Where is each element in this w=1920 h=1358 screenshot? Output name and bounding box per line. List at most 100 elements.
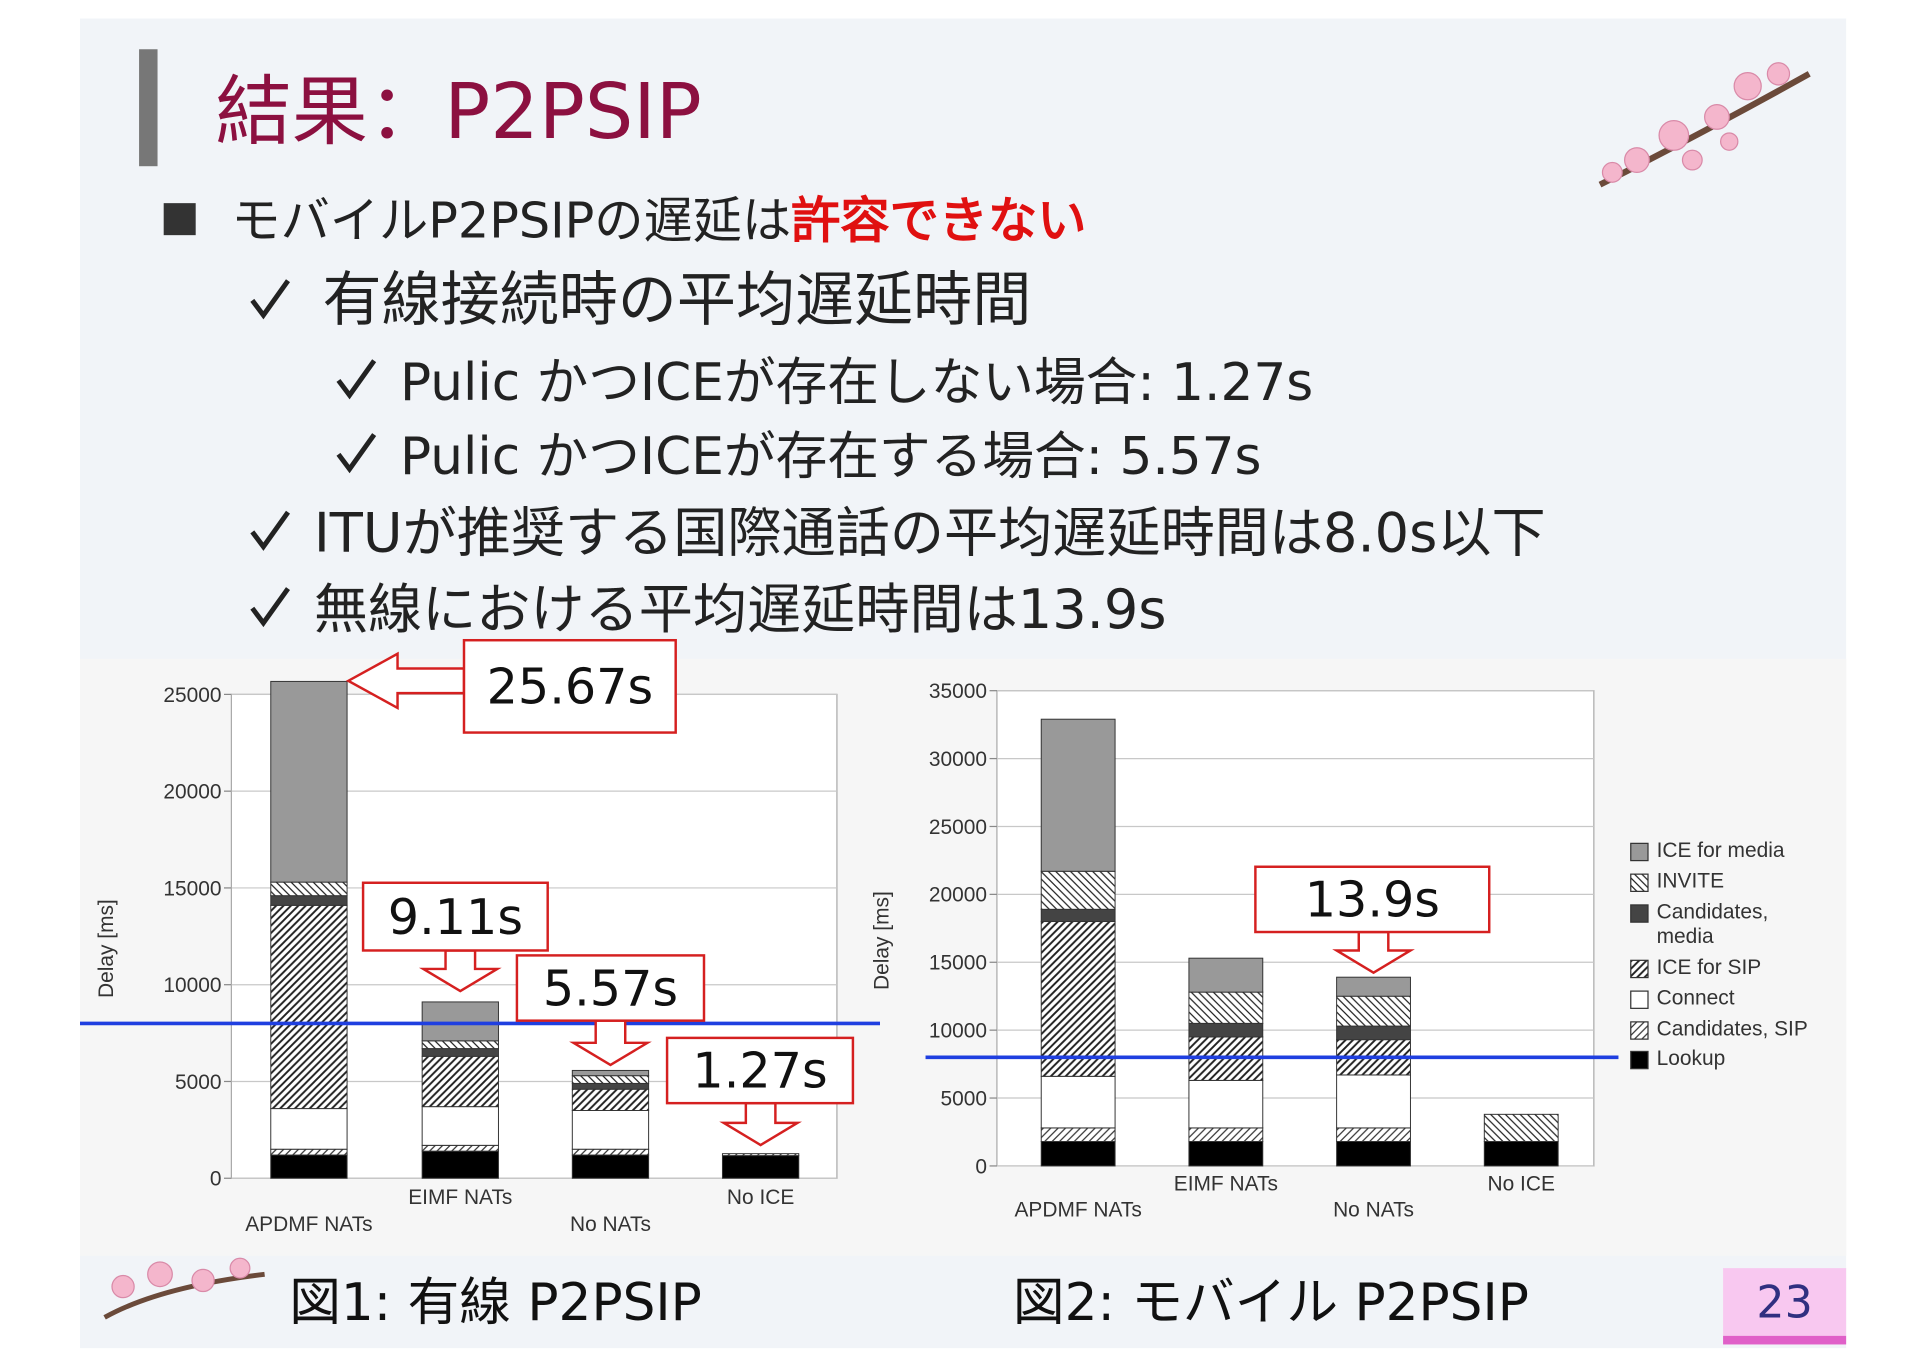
bar-segment: [721, 1153, 800, 1157]
bar-segment: [571, 1088, 650, 1111]
bar-segment: [1040, 1141, 1116, 1167]
bar-segment: [270, 680, 348, 883]
legend-swatch: [1630, 1021, 1649, 1040]
y-axis-label: Delay [ms]: [871, 891, 894, 990]
bar-segment: [1336, 976, 1411, 997]
callout-text: 5.57s: [543, 959, 678, 1017]
y-tick-label: 25000: [929, 816, 987, 839]
bar-segment: [1188, 1141, 1264, 1167]
bar-segment: [1040, 718, 1116, 872]
legend-swatch: [1630, 1050, 1649, 1070]
bar-segment: [1483, 1141, 1559, 1167]
bullet-square: [163, 203, 196, 236]
y-tick-label: 10000: [929, 1020, 987, 1043]
bullet-item: ITUが推奨する国際通話の平均遅延時間は8.0s以下: [314, 502, 1546, 565]
legend-label: Lookup: [1656, 1046, 1726, 1070]
bar-segment: [1188, 1022, 1264, 1038]
callout-box: [462, 638, 677, 734]
bar-segment: [1040, 921, 1116, 1077]
bar-segment: [1483, 1113, 1559, 1142]
callout-arrow: [569, 1019, 652, 1067]
callout-arrow: [719, 1101, 802, 1147]
legend-swatch: [1630, 873, 1649, 892]
callout-box: [361, 881, 549, 952]
bar-segment: [421, 1144, 499, 1152]
legend-entry: INVITE: [1656, 869, 1725, 893]
bar-segment: [270, 1154, 348, 1179]
callout-box: [1254, 865, 1491, 934]
bar-segment: [571, 1082, 650, 1090]
legend-swatch: [1630, 990, 1649, 1009]
chart: 0 5000 10000 15000 20000 25000 30000 35000 Delay…: [871, 680, 1808, 1221]
bar-segment: [1040, 908, 1116, 923]
legend-label: Candidates, SIP: [1656, 1016, 1808, 1041]
bullet-plain: モバイルP2PSIPの遅延は: [231, 192, 791, 250]
bullet-item: 無線における平均遅延時間は13.9s: [314, 578, 1167, 641]
bar-segment: [1336, 995, 1411, 1027]
bullet-items: 有線接続時の平均遅延時間 Pulic かつICEが存在しない場合: 1.27s Pu…: [250, 265, 1546, 641]
bar-segment: [270, 895, 348, 906]
bar-segment: [421, 1048, 499, 1057]
y-tick-label: 0: [210, 1168, 222, 1191]
bar-segment: [571, 1154, 650, 1179]
blossom-decoration: [103, 62, 1811, 1320]
legend-label: ICE for SIP: [1656, 955, 1762, 979]
legend-label: Connect: [1656, 986, 1735, 1010]
x-tick-label: APDMF NATs: [245, 1213, 372, 1236]
bar-segment: [1336, 1127, 1411, 1142]
figure-caption: 図2: モバイル P2PSIP: [1013, 1273, 1529, 1333]
y-tick-label: 25000: [163, 684, 221, 707]
bar-segment: [1336, 1025, 1411, 1041]
bar-segment: [571, 1069, 650, 1077]
y-tick-label: 10000: [163, 974, 221, 997]
y-tick-label: 30000: [929, 748, 987, 771]
x-tick-label: EIMF NATs: [408, 1186, 512, 1209]
y-axis-label: Delay [ms]: [95, 899, 118, 998]
page-number-box: [1723, 1268, 1847, 1336]
legend-swatch: [1630, 959, 1649, 979]
bullet-item: Pulic かつICEが存在しない場合: 1.27s: [400, 353, 1313, 413]
bar-segment: [270, 904, 348, 1110]
page-number: 23: [1756, 1277, 1812, 1328]
legend-entry: Lookup: [1656, 1046, 1726, 1070]
bar-segment: [571, 1110, 650, 1150]
bar-segment: [571, 1148, 650, 1156]
legend-entry: ICE for media: [1657, 838, 1785, 861]
bar-segment: [421, 1040, 499, 1050]
check-icon: [250, 279, 291, 320]
bullet-emphasis: 許容できない: [791, 192, 1086, 250]
y-tick-label: 15000: [929, 952, 987, 975]
bar-segment: [270, 1148, 348, 1156]
y-tick-label: 20000: [163, 781, 221, 804]
legend-entry: Candidates, media: [1656, 899, 1769, 949]
bar-segment: [421, 1001, 499, 1042]
legend-label: Candidates, media: [1656, 899, 1769, 949]
x-tick-label: No ICE: [727, 1186, 794, 1209]
check-icon: [336, 359, 377, 400]
bar-segment: [571, 1075, 650, 1084]
legend-swatch: [1630, 842, 1649, 862]
check-icon: [250, 587, 291, 628]
bullet-text: モバイルP2PSIPの遅延は許容できない: [231, 192, 1086, 250]
callout-box: [515, 954, 706, 1022]
bar-segment: [1336, 1074, 1411, 1129]
x-tick-label: APDMF NATs: [1014, 1198, 1141, 1221]
callout-arrow: [1332, 930, 1415, 975]
callout-arrow: [418, 949, 502, 993]
legend-entry: Connect: [1656, 986, 1735, 1010]
x-tick-label: No NATs: [570, 1213, 651, 1236]
bullet-item: Pulic かつICEが存在する場合: 5.57s: [400, 427, 1261, 487]
bar-segment: [1188, 1079, 1264, 1129]
callout-text: 13.9s: [1305, 871, 1440, 929]
bar-segment: [721, 1155, 800, 1179]
page-number-underline: [1723, 1335, 1847, 1345]
legend-label: INVITE: [1656, 869, 1725, 893]
bar-segment: [421, 1055, 499, 1108]
bar-segment: [421, 1150, 499, 1179]
bar-segment: [1188, 1127, 1264, 1142]
callout-text: 9.11s: [388, 888, 523, 946]
callout-arrow: [345, 651, 466, 711]
bar-segment: [421, 1106, 499, 1146]
